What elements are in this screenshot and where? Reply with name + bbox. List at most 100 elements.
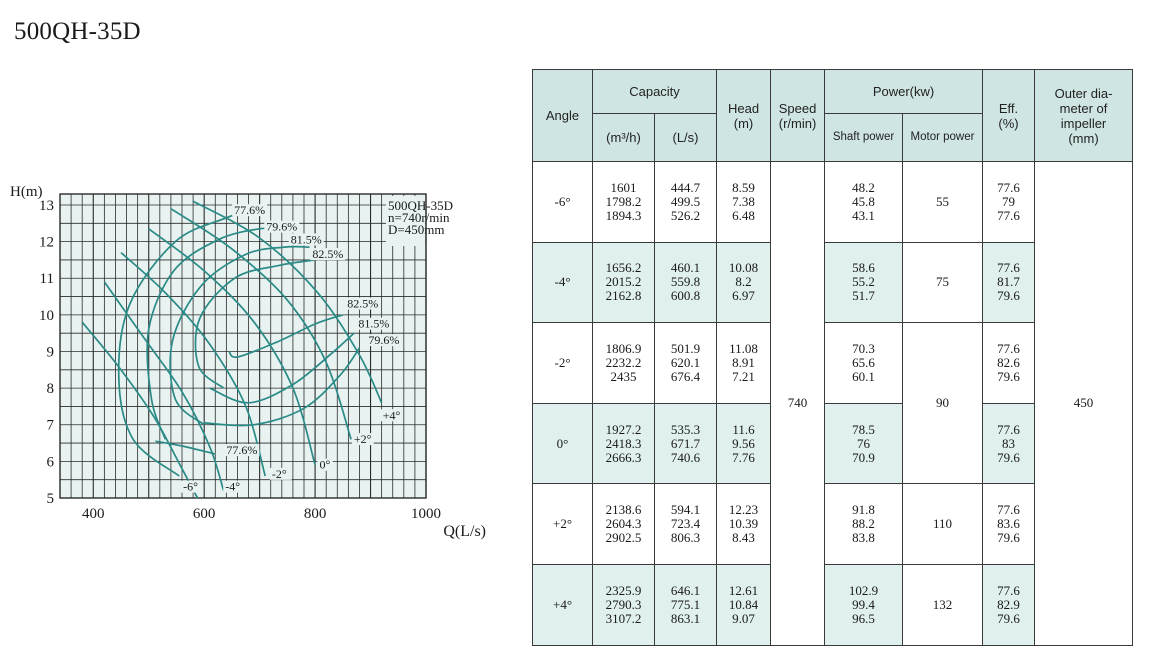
cell-capacity-m3h: 2138.6 2604.3 2902.5 bbox=[592, 483, 655, 565]
page-title: 500QH-35D bbox=[14, 18, 141, 45]
shaft-power-line: 83.8 bbox=[852, 530, 875, 546]
header-eff-label: Eff. bbox=[998, 100, 1019, 116]
curve-label-bg bbox=[310, 248, 346, 261]
efficiency-line: 77.6 bbox=[997, 582, 1020, 598]
head-curve bbox=[192, 200, 383, 404]
capacity-ls-line: 620.1 bbox=[670, 354, 701, 370]
cell-capacity-m3h: 2325.9 2790.3 3107.2 bbox=[592, 563, 655, 646]
cell-impeller-diameter: 450 bbox=[1034, 161, 1134, 646]
y-tick-label: 9 bbox=[47, 344, 55, 360]
curve-label-bg bbox=[380, 409, 403, 422]
head-line: 12.61 bbox=[728, 582, 759, 598]
capacity-m3h-line: 2604.3 bbox=[605, 516, 642, 532]
cell-efficiency: 77.6 83 79.6 bbox=[982, 402, 1036, 485]
curve-label-bg bbox=[224, 444, 260, 457]
capacity-m3h-line: 1798.2 bbox=[605, 193, 642, 209]
capacity-ls-line: 526.2 bbox=[670, 207, 701, 223]
shaft-power-line: 70.9 bbox=[852, 449, 875, 465]
head-line: 10.39 bbox=[728, 516, 759, 532]
y-tick-label: 11 bbox=[40, 271, 54, 287]
shaft-power-line: 78.5 bbox=[852, 421, 875, 437]
curve-label: 79.6% bbox=[368, 333, 399, 347]
curve-label: 77.6% bbox=[226, 443, 257, 457]
efficiency-line: 79.6 bbox=[997, 368, 1020, 384]
table-row: 0° 1927.2 2418.3 2666.3 535.3 671.7 740.6 11.6 9… bbox=[532, 402, 1133, 485]
header-eff: Eff. (%) bbox=[982, 69, 1036, 162]
curve-label: 0° bbox=[320, 458, 331, 472]
header-head-label: Head bbox=[727, 100, 760, 116]
efficiency-line: 77.6 bbox=[997, 179, 1020, 195]
shaft-power-line: 70.3 bbox=[852, 340, 875, 356]
efficiency-line: 79 bbox=[1002, 193, 1016, 209]
cell-angle: +4° bbox=[532, 563, 593, 646]
efficiency-line: 77.6 bbox=[997, 207, 1020, 223]
cell-motor-power: 55 bbox=[902, 161, 984, 243]
curve-label: -4° bbox=[225, 480, 240, 494]
shaft-power-line: 102.9 bbox=[848, 582, 879, 598]
y-tick-label: 7 bbox=[47, 418, 55, 434]
capacity-ls-line: 863.1 bbox=[670, 610, 701, 626]
header-head: Head (m) bbox=[716, 69, 772, 162]
header-impeller-diameter: Outer dia-meter of impeller (mm) bbox=[1034, 69, 1134, 162]
table-row: -4° 1656.2 2015.2 2162.8 460.1 559.8 600.8 10.0… bbox=[532, 241, 1133, 324]
shaft-power-line: 91.8 bbox=[852, 502, 875, 518]
efficiency-line: 79.6 bbox=[997, 610, 1020, 626]
curve-label: -6° bbox=[183, 480, 198, 494]
head-curve bbox=[170, 207, 352, 440]
curve-label: 79.6% bbox=[266, 220, 297, 234]
efficiency-curve bbox=[194, 259, 316, 389]
head-curve bbox=[103, 281, 225, 491]
spec-table: Angle Capacity Head (m) Speed (r/min) Powe… bbox=[532, 69, 1134, 646]
cell-capacity-ls: 646.1 775.1 863.1 bbox=[653, 563, 718, 646]
cell-motor-power: 75 bbox=[902, 241, 984, 324]
curve-label-bg bbox=[345, 297, 381, 310]
capacity-m3h-line: 2435 bbox=[610, 368, 637, 384]
efficiency-curve bbox=[228, 314, 344, 359]
capacity-ls-line: 723.4 bbox=[670, 516, 701, 532]
curve-label-bg bbox=[232, 204, 268, 217]
cell-head: 12.23 10.39 8.43 bbox=[716, 483, 772, 565]
capacity-m3h-line: 1601 bbox=[610, 179, 637, 195]
head-line: 12.23 bbox=[728, 502, 759, 518]
cell-capacity-ls: 460.1 559.8 600.8 bbox=[653, 241, 718, 324]
capacity-ls-line: 460.1 bbox=[670, 260, 701, 276]
capacity-ls-line: 646.1 bbox=[670, 582, 701, 598]
efficiency-curve bbox=[204, 347, 361, 427]
curve-label: -2° bbox=[272, 467, 287, 481]
x-axis-label: Q(L/s) bbox=[443, 523, 486, 540]
capacity-ls-line: 535.3 bbox=[670, 421, 701, 437]
capacity-ls-line: 444.7 bbox=[670, 179, 701, 195]
cell-head: 11.6 9.56 7.76 bbox=[716, 402, 772, 485]
head-line: 8.2 bbox=[735, 274, 752, 290]
head-line: 6.48 bbox=[732, 207, 755, 223]
cell-efficiency: 77.6 81.7 79.6 bbox=[982, 241, 1036, 324]
head-line: 8.43 bbox=[732, 530, 755, 546]
header-speed-label: Speed bbox=[778, 100, 817, 116]
efficiency-line: 79.6 bbox=[997, 288, 1020, 304]
legend-box bbox=[386, 196, 425, 246]
curve-label-bg bbox=[181, 480, 203, 493]
y-axis-label: H(m) bbox=[10, 184, 43, 200]
capacity-m3h-line: 1927.2 bbox=[605, 421, 642, 437]
efficiency-line: 83.6 bbox=[997, 516, 1020, 532]
y-tick-label: 10 bbox=[39, 308, 54, 324]
cell-shaft-power: 48.2 45.8 43.1 bbox=[824, 161, 904, 243]
shaft-power-line: 43.1 bbox=[852, 207, 875, 223]
capacity-ls-line: 600.8 bbox=[670, 288, 701, 304]
curve-label: 81.5% bbox=[291, 232, 322, 246]
cell-capacity-m3h: 1656.2 2015.2 2162.8 bbox=[592, 241, 655, 324]
shaft-power-line: 60.1 bbox=[852, 368, 875, 384]
head-line: 6.97 bbox=[732, 288, 755, 304]
cell-shaft-power: 70.3 65.6 60.1 bbox=[824, 322, 904, 404]
capacity-ls-line: 740.6 bbox=[670, 449, 701, 465]
table-row: +2° 2138.6 2604.3 2902.5 594.1 723.4 806.3 12.2… bbox=[532, 483, 1133, 565]
head-line: 11.6 bbox=[732, 421, 755, 437]
cell-angle: -6° bbox=[532, 161, 593, 243]
table-body: -6° 1601 1798.2 1894.3 444.7 499.5 526.2 8.59 7.… bbox=[532, 161, 1134, 646]
capacity-m3h-line: 2138.6 bbox=[605, 502, 642, 518]
efficiency-line: 81.7 bbox=[997, 274, 1020, 290]
cell-shaft-power: 78.5 76 70.9 bbox=[824, 402, 904, 485]
cell-capacity-m3h: 1601 1798.2 1894.3 bbox=[592, 161, 655, 243]
head-line: 7.76 bbox=[732, 449, 755, 465]
cell-efficiency: 77.6 82.6 79.6 bbox=[982, 322, 1036, 404]
